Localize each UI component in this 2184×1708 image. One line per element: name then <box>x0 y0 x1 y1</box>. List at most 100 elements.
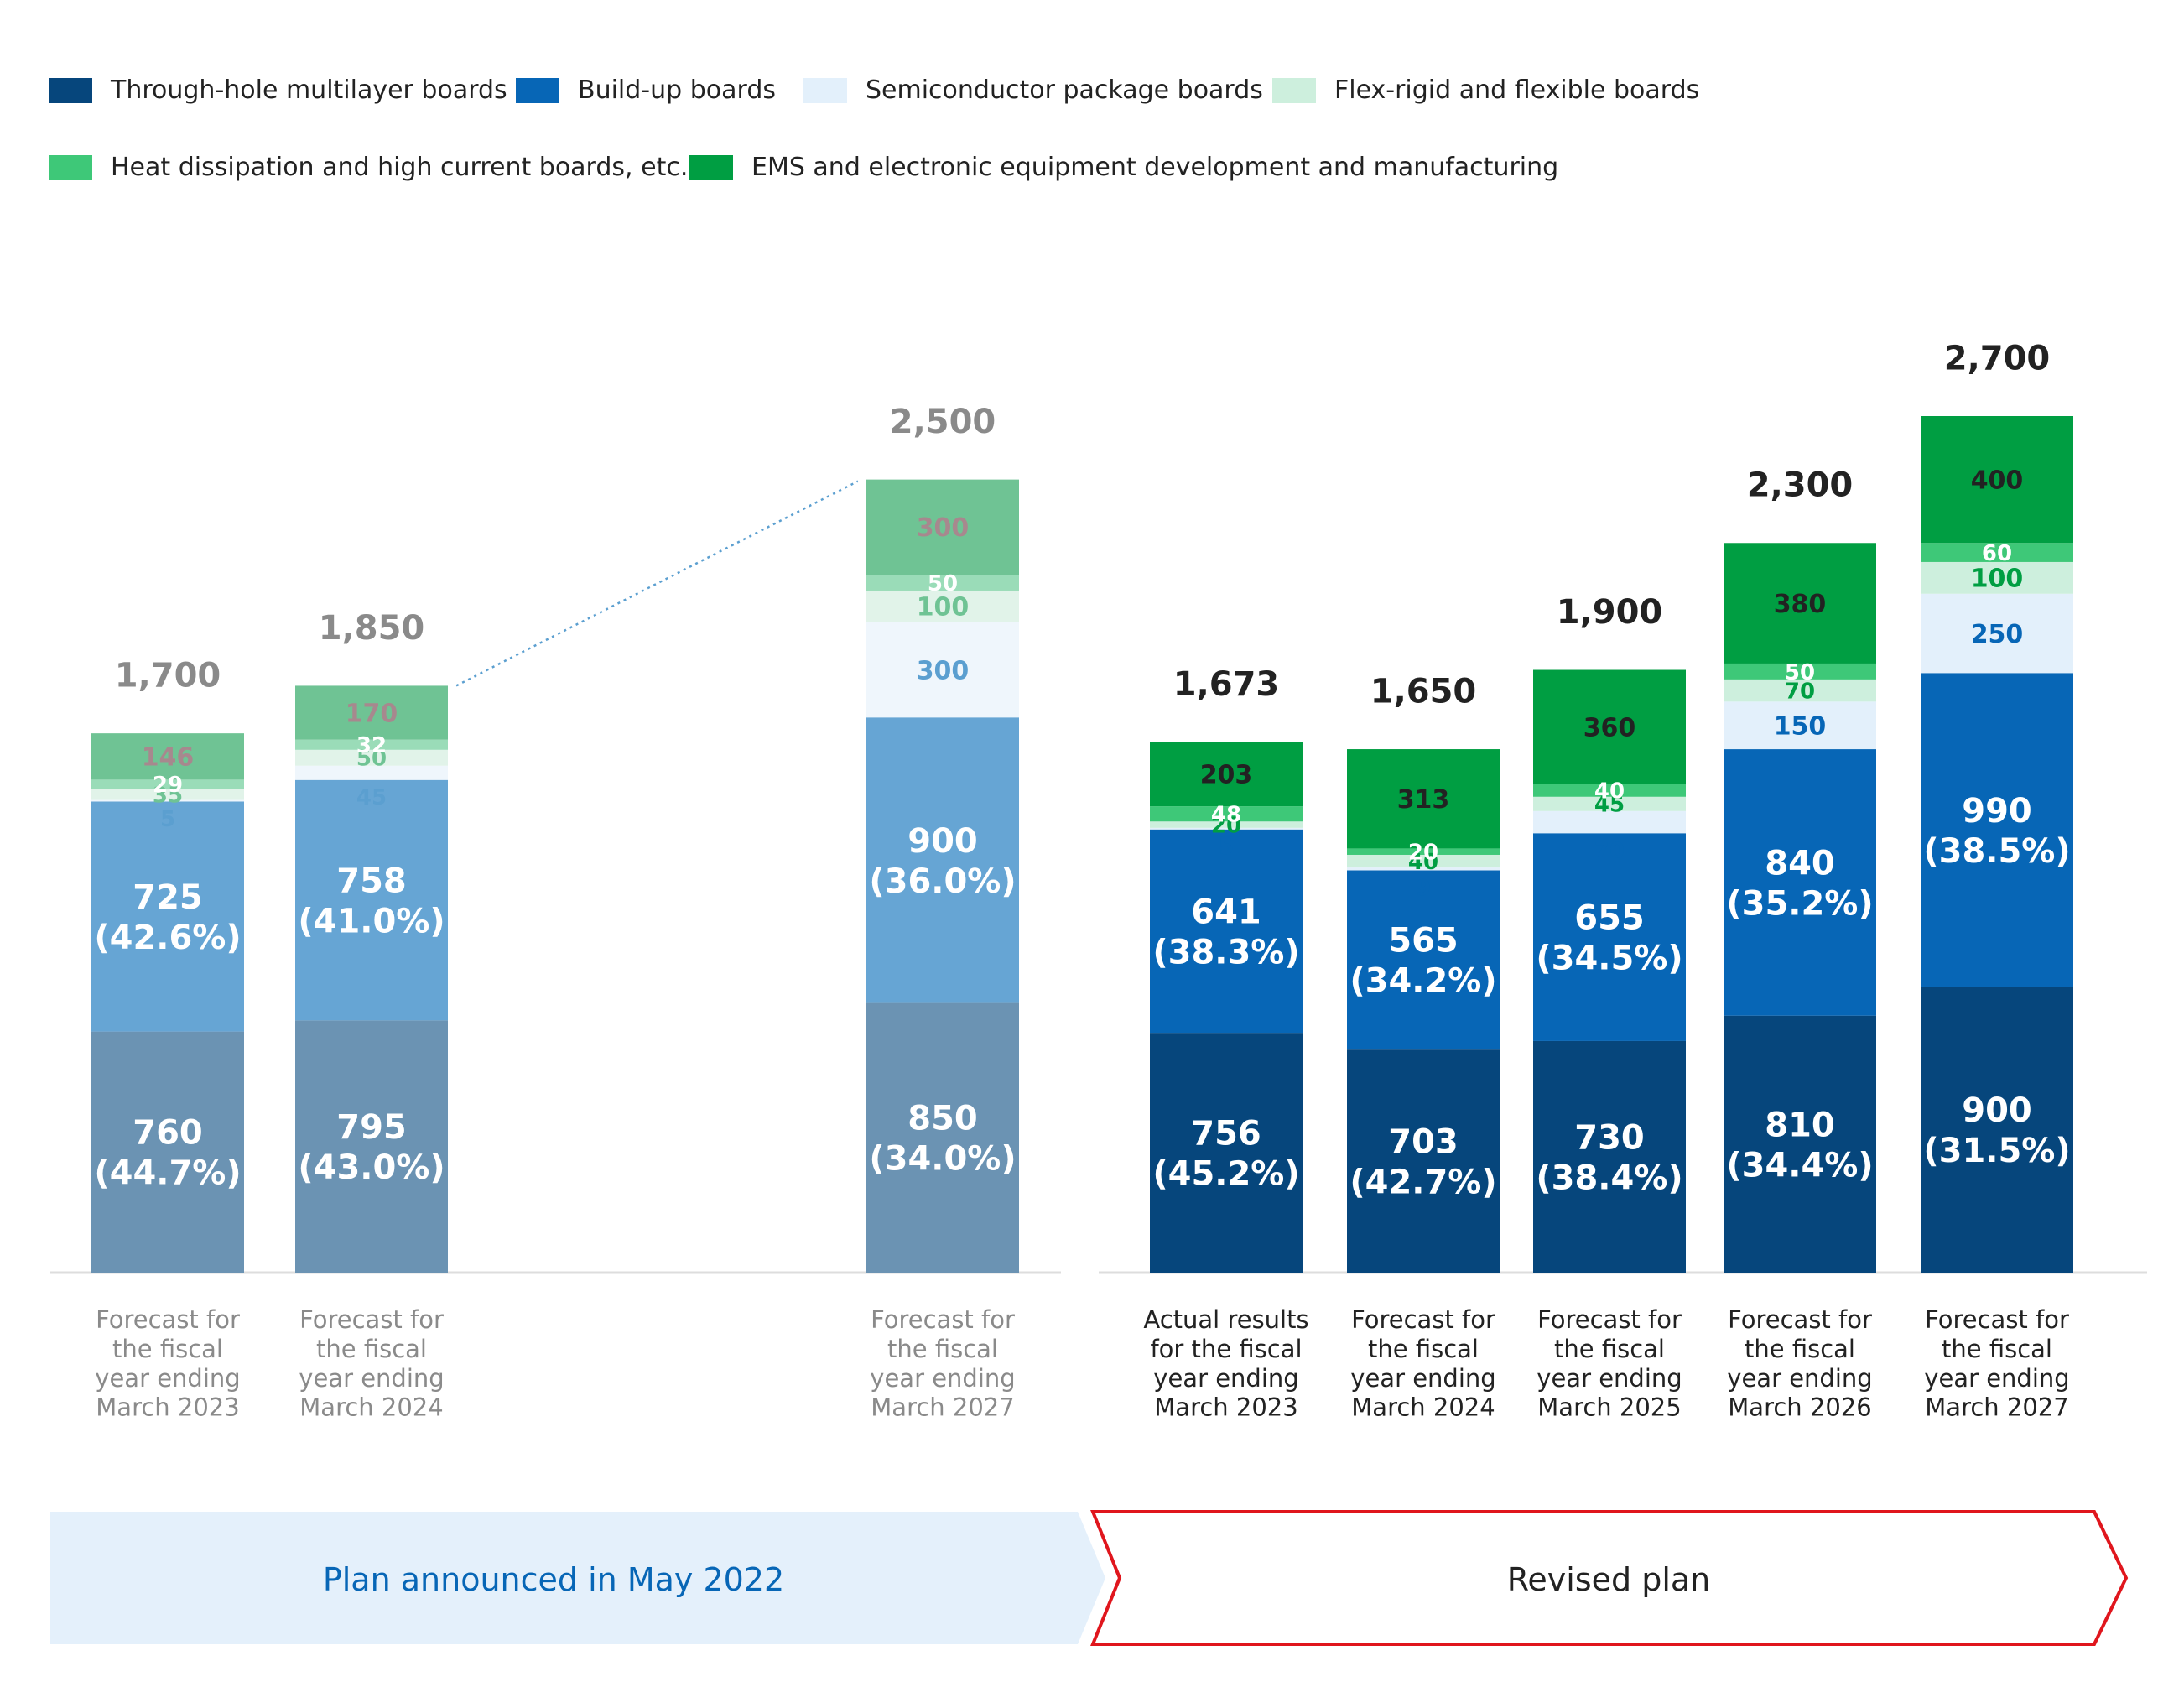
bar-segment <box>1347 1049 1500 1273</box>
segment-label: 380 <box>1774 590 1827 619</box>
bar-segment <box>1150 829 1303 1034</box>
segment-label: 730 (38.4%) <box>1536 1118 1682 1197</box>
legend-swatch <box>516 77 559 103</box>
bar-segment <box>1347 867 1500 871</box>
segment-label: 756 (45.2%) <box>1152 1114 1299 1193</box>
segment-label: 100 <box>1971 565 2024 594</box>
legend-swatch <box>1272 77 1316 103</box>
bar-segment <box>1921 673 2073 987</box>
segment-label: 703 (42.7%) <box>1349 1122 1496 1201</box>
segment-label: 70 <box>1594 839 1625 864</box>
bar-total-label: 1,673 <box>1173 665 1280 704</box>
bar-segment <box>295 749 448 766</box>
bar-total-label: 2,300 <box>1747 466 1854 505</box>
bar-segment <box>295 739 448 750</box>
segment-label: 5 <box>1219 835 1234 860</box>
segment-label: 840 (35.2%) <box>1726 844 1873 923</box>
bar-segment <box>1150 821 1303 828</box>
segment-label: 400 <box>1971 466 2024 495</box>
segment-label: 45 <box>1594 793 1625 818</box>
segment-label: 250 <box>1971 620 2024 649</box>
legend-item: Through-hole multilayer boards <box>49 76 507 105</box>
phase-banner-original <box>50 1512 1105 1644</box>
bar-segment <box>295 1020 448 1273</box>
bar-segment <box>91 789 244 800</box>
bar-total-label: 1,900 <box>1557 593 1663 632</box>
bar-segment <box>1150 827 1303 830</box>
bar-segment <box>1533 784 1686 797</box>
segment-label: 20 <box>1211 813 1241 838</box>
legend-item: Flex-rigid and flexible boards <box>1272 76 1699 105</box>
category-label: Forecast for the fiscal year ending March 2… <box>870 1305 1015 1421</box>
bar-segment <box>866 622 1019 718</box>
segment-label: 313 <box>1397 785 1450 815</box>
category-label: Forecast for the fiscal year ending March 2… <box>1924 1305 2069 1421</box>
bar-segment <box>1533 833 1686 1041</box>
legend-swatch <box>803 77 847 103</box>
segment-label: 300 <box>917 656 970 685</box>
dotted-connector <box>455 480 859 687</box>
segment-label: 150 <box>1774 711 1827 741</box>
bar-segment <box>1724 1015 1876 1273</box>
legend-swatch <box>49 154 92 180</box>
segment-label: 655 (34.5%) <box>1536 899 1682 978</box>
segment-label: 850 (34.0%) <box>869 1100 1016 1179</box>
bar-segment <box>1921 987 2073 1273</box>
phase-label-original: Plan announced in May 2022 <box>323 1561 784 1598</box>
bar-total-label: 1,850 <box>319 609 425 648</box>
legend-item: Semiconductor package boards <box>803 76 1263 105</box>
segment-label: 170 <box>346 699 398 728</box>
category-label: Forecast for the fiscal year ending March 2… <box>1537 1305 1682 1421</box>
legend-label: Heat dissipation and high current boards… <box>111 153 689 182</box>
bar-segment <box>1150 1033 1303 1273</box>
bar-segment <box>1347 870 1500 1050</box>
bar-segment <box>1921 416 2073 544</box>
bar-segment <box>1724 543 1876 664</box>
category-label: Forecast for the fiscal year ending March 2… <box>95 1305 240 1421</box>
segment-label: 360 <box>1583 713 1636 742</box>
segment-label: 990 (38.5%) <box>1923 792 2070 871</box>
bar-segment <box>91 1031 244 1273</box>
bar-segment <box>1724 749 1876 1016</box>
bar-segment <box>1533 669 1686 784</box>
bar-segment <box>1724 663 1876 680</box>
category-label: Forecast for the fiscal year ending March 2… <box>1727 1305 1872 1421</box>
segment-label: 795 (43.0%) <box>298 1108 445 1187</box>
bar-segment <box>295 685 448 740</box>
bar-total-label: 1,700 <box>115 657 221 695</box>
legend-swatch <box>689 154 733 180</box>
bar-segment <box>1921 543 2073 562</box>
segment-label: 29 <box>153 773 183 798</box>
segment-label: 5 <box>160 807 175 832</box>
legend-item: Heat dissipation and high current boards… <box>49 153 688 182</box>
segment-label: 758 (41.0%) <box>298 862 445 940</box>
segment-label: 810 (34.4%) <box>1726 1106 1873 1185</box>
legend-label: Flex-rigid and flexible boards <box>1334 76 1700 105</box>
segment-label: 40 <box>1594 779 1625 805</box>
bar-total-label: 2,500 <box>890 403 996 441</box>
segment-label: 20 <box>1408 841 1438 866</box>
bar-segment <box>1533 810 1686 834</box>
bar-segment <box>1347 854 1500 868</box>
bar-segment <box>295 779 448 1021</box>
segment-label: 725 (42.6%) <box>94 878 241 957</box>
bar-segment <box>1150 806 1303 822</box>
bar-segment <box>91 733 244 780</box>
phase-label-revised: Revised plan <box>1507 1561 1711 1598</box>
bar-total-label: 2,700 <box>1944 339 2051 378</box>
bar-segment <box>1921 561 2073 594</box>
segment-label: 45 <box>356 785 387 810</box>
category-label: Actual results for the fiscal year ending M… <box>1143 1305 1308 1421</box>
legend-label: Build-up boards <box>578 76 776 105</box>
bar-segment <box>91 801 244 1032</box>
segment-label: 9 <box>1416 876 1431 901</box>
segment-label: 760 (44.7%) <box>94 1114 241 1193</box>
bar-segment <box>866 575 1019 591</box>
bar-segment <box>295 765 448 780</box>
segment-label: 40 <box>1408 850 1438 875</box>
segment-label: 300 <box>917 513 970 543</box>
segment-label: 900 (36.0%) <box>869 822 1016 901</box>
bar-segment <box>866 590 1019 622</box>
segment-label: 32 <box>356 733 387 758</box>
